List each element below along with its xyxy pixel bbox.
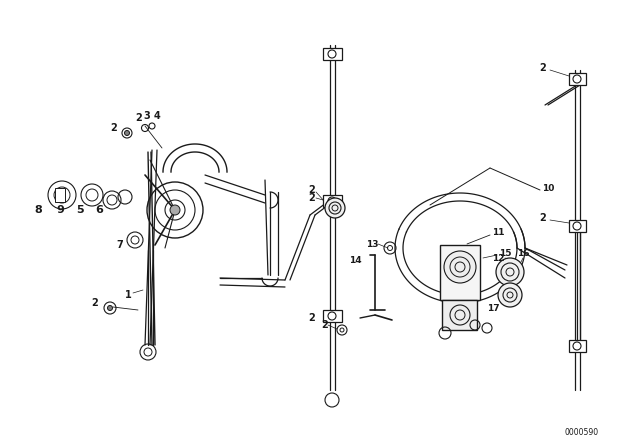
Text: 2: 2 (540, 213, 547, 223)
Text: 1: 1 (125, 290, 131, 300)
Bar (323, 48, 342, 60)
Text: 11: 11 (492, 228, 504, 237)
Bar (569, 220, 586, 232)
Circle shape (496, 258, 524, 286)
Text: 7: 7 (116, 240, 124, 250)
Bar (442, 300, 477, 330)
Bar (323, 195, 342, 207)
Bar (440, 245, 480, 300)
Circle shape (325, 198, 345, 218)
Text: 2: 2 (308, 313, 316, 323)
Text: 2: 2 (111, 123, 117, 133)
Circle shape (108, 306, 113, 310)
Text: 0000590: 0000590 (565, 427, 599, 436)
Bar (55, 188, 65, 202)
Text: 6: 6 (95, 205, 103, 215)
Text: 17: 17 (486, 303, 499, 313)
Text: 16: 16 (516, 249, 529, 258)
Text: 2: 2 (308, 193, 316, 203)
Text: 13: 13 (365, 240, 378, 249)
Bar (323, 310, 342, 322)
Text: 12: 12 (492, 254, 504, 263)
Text: 2: 2 (308, 185, 316, 195)
Text: 4: 4 (154, 111, 161, 121)
Text: 9: 9 (56, 205, 64, 215)
Text: 10: 10 (542, 184, 554, 193)
Text: 2: 2 (322, 320, 328, 330)
Text: 2: 2 (92, 298, 99, 308)
Circle shape (170, 205, 180, 215)
Bar (569, 73, 586, 85)
Circle shape (125, 130, 129, 135)
Text: 2: 2 (136, 113, 142, 123)
Text: 3: 3 (143, 111, 150, 121)
Text: 2: 2 (540, 63, 547, 73)
Text: 14: 14 (349, 255, 362, 264)
Circle shape (444, 251, 476, 283)
Circle shape (498, 283, 522, 307)
Text: 8: 8 (34, 205, 42, 215)
Bar (569, 340, 586, 352)
Text: 15: 15 (499, 249, 511, 258)
Text: 5: 5 (76, 205, 84, 215)
